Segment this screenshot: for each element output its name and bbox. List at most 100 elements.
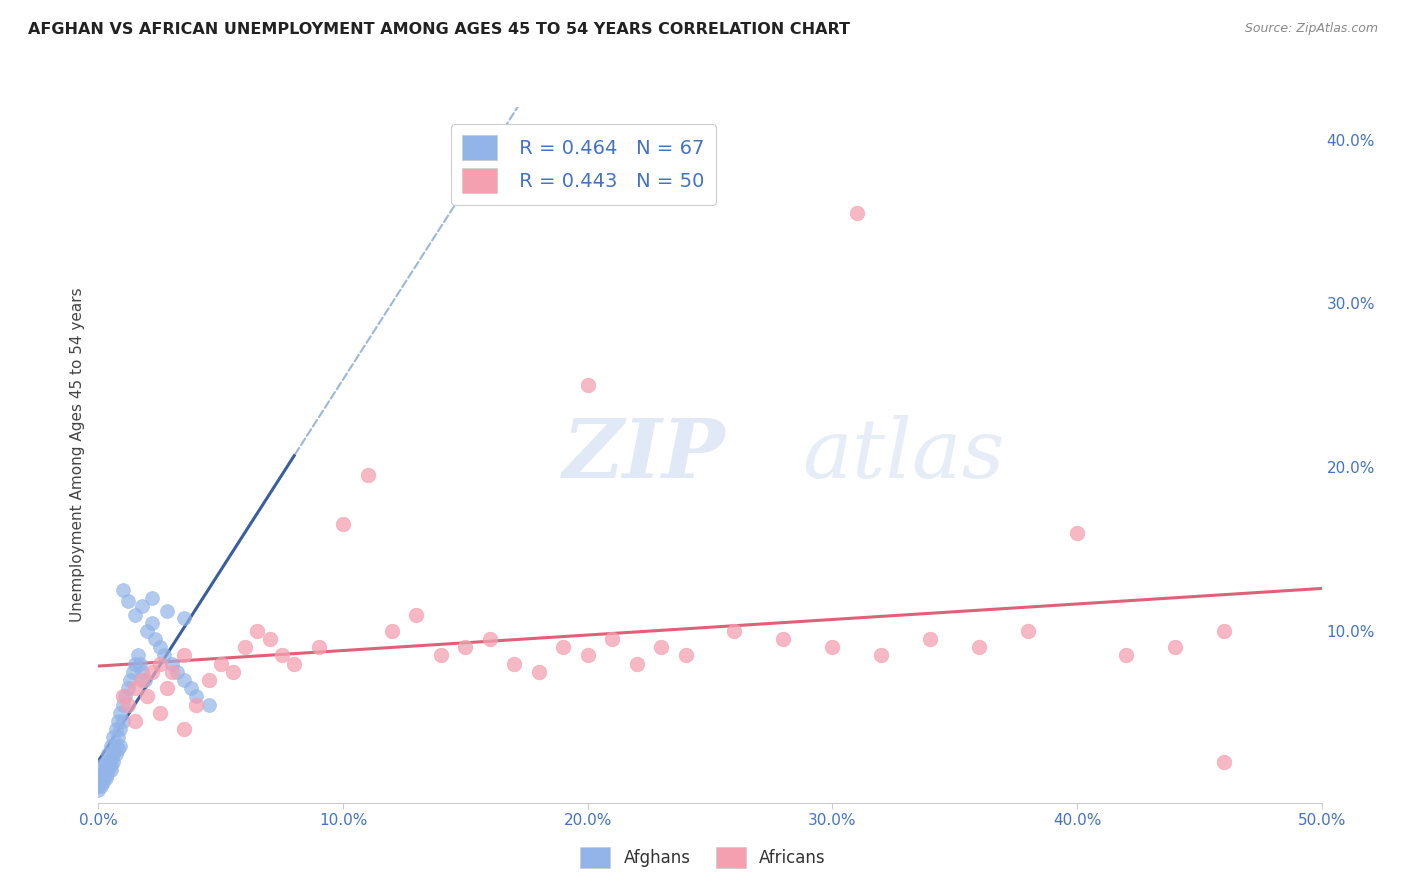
Point — [91, 768, 114, 782]
Point — [920, 632, 942, 646]
Point — [129, 657, 152, 671]
Point — [91, 758, 114, 772]
Point — [141, 665, 163, 679]
Point — [675, 648, 697, 663]
Point — [124, 607, 146, 622]
Point — [87, 771, 110, 785]
Point — [233, 640, 256, 655]
Point — [1066, 525, 1088, 540]
Point — [131, 599, 153, 614]
Point — [104, 722, 127, 736]
Point — [104, 739, 127, 753]
Point — [136, 624, 159, 638]
Point — [626, 657, 648, 671]
Point — [308, 640, 330, 655]
Text: ZIP: ZIP — [564, 415, 725, 495]
Point — [141, 615, 163, 630]
Point — [94, 755, 117, 769]
Point — [90, 763, 112, 777]
Legend: Afghans, Africans: Afghans, Africans — [574, 840, 832, 875]
Point — [283, 657, 305, 671]
Point — [723, 624, 745, 638]
Point — [87, 774, 110, 789]
Point — [270, 648, 294, 663]
Point — [100, 758, 122, 772]
Point — [405, 607, 427, 622]
Point — [114, 690, 136, 704]
Point — [576, 648, 599, 663]
Point — [222, 665, 245, 679]
Point — [121, 665, 143, 679]
Point — [967, 640, 990, 655]
Point — [356, 468, 378, 483]
Point — [110, 739, 132, 753]
Point — [90, 774, 112, 789]
Point — [111, 690, 134, 704]
Point — [166, 665, 188, 679]
Point — [186, 698, 208, 712]
Point — [111, 698, 134, 712]
Point — [101, 755, 124, 769]
Point — [117, 681, 139, 696]
Point — [134, 673, 156, 687]
Point — [160, 657, 183, 671]
Point — [156, 681, 179, 696]
Point — [173, 722, 195, 736]
Point — [97, 747, 120, 761]
Text: Source: ZipAtlas.com: Source: ZipAtlas.com — [1244, 22, 1378, 36]
Point — [197, 673, 219, 687]
Point — [90, 780, 112, 794]
Point — [430, 648, 453, 663]
Point — [131, 665, 153, 679]
Point — [381, 624, 404, 638]
Point — [120, 673, 142, 687]
Point — [87, 768, 110, 782]
Point — [209, 657, 232, 671]
Point — [553, 640, 575, 655]
Point — [1017, 624, 1039, 638]
Point — [91, 771, 114, 785]
Point — [100, 739, 122, 753]
Point — [173, 611, 195, 625]
Point — [186, 690, 208, 704]
Point — [97, 758, 120, 772]
Point — [141, 591, 163, 606]
Point — [772, 632, 794, 646]
Point — [111, 582, 134, 597]
Point — [259, 632, 281, 646]
Point — [101, 747, 124, 761]
Point — [107, 714, 129, 728]
Point — [332, 517, 354, 532]
Point — [110, 722, 132, 736]
Point — [478, 632, 501, 646]
Point — [149, 640, 172, 655]
Point — [90, 774, 112, 789]
Point — [87, 780, 110, 794]
Point — [527, 665, 550, 679]
Point — [1115, 648, 1137, 663]
Point — [94, 763, 117, 777]
Point — [600, 632, 623, 646]
Point — [197, 698, 219, 712]
Point — [136, 690, 159, 704]
Point — [821, 640, 844, 655]
Point — [576, 378, 599, 392]
Point — [870, 648, 893, 663]
Point — [107, 741, 129, 756]
Point — [104, 747, 127, 761]
Point — [149, 706, 172, 720]
Point — [94, 768, 117, 782]
Point — [100, 751, 122, 765]
Point — [124, 681, 146, 696]
Point — [87, 780, 110, 794]
Point — [124, 657, 146, 671]
Point — [100, 763, 122, 777]
Point — [246, 624, 269, 638]
Point — [117, 698, 139, 712]
Y-axis label: Unemployment Among Ages 45 to 54 years: Unemployment Among Ages 45 to 54 years — [69, 287, 84, 623]
Point — [173, 673, 195, 687]
Point — [91, 774, 114, 789]
Point — [87, 782, 110, 797]
Point — [90, 771, 112, 785]
Point — [131, 673, 153, 687]
